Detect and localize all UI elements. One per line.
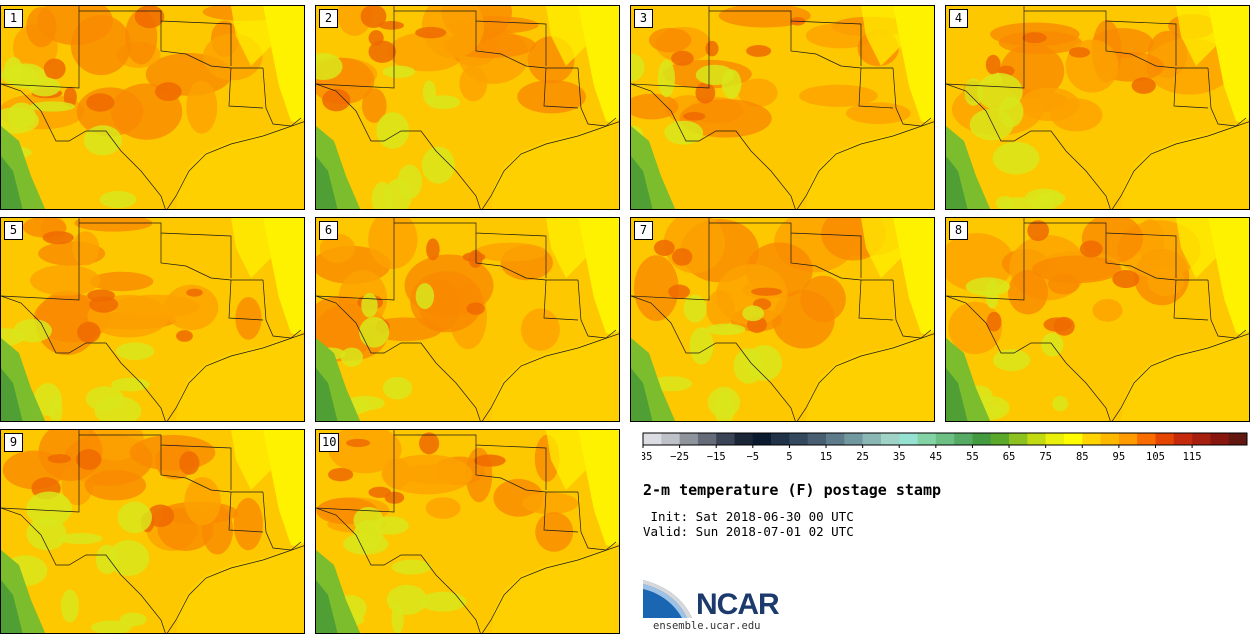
colorbar-bin bbox=[771, 433, 790, 445]
colorbar-tick-label: 45 bbox=[930, 451, 943, 463]
temperature-map-panel: 1 bbox=[0, 5, 305, 210]
colorbar-bin bbox=[1228, 433, 1248, 445]
colorbar-tick-label: 65 bbox=[1003, 451, 1016, 463]
temperature-map-panel: 5 bbox=[0, 217, 305, 422]
colorbar-bin bbox=[954, 433, 973, 445]
colorbar-bin bbox=[1192, 433, 1211, 445]
temperature-map-panel: 10 bbox=[315, 429, 620, 634]
colorbar-bin bbox=[899, 433, 918, 445]
colorbar-bin bbox=[661, 433, 680, 445]
colorbar-tick-label: 85 bbox=[1076, 451, 1089, 463]
valid-time: Valid: Sun 2018-07-01 02 UTC bbox=[643, 524, 854, 539]
init-time: Init: Sat 2018-06-30 00 UTC bbox=[643, 509, 854, 524]
colorbar-bin bbox=[1009, 433, 1028, 445]
colorbar-bin bbox=[643, 433, 662, 445]
colorbar-bin bbox=[1155, 433, 1175, 445]
colorbar-tick-label: 5 bbox=[786, 451, 792, 463]
logo-url: ensemble.ucar.edu bbox=[653, 620, 761, 632]
temperature-map-panel: 2 bbox=[315, 5, 620, 210]
colorbar-tick-label: 115 bbox=[1183, 451, 1202, 463]
colorbar-tick-label: −15 bbox=[707, 451, 726, 463]
colorbar-bin bbox=[697, 433, 717, 445]
member-number-label: 3 bbox=[634, 9, 653, 28]
colorbar-bin bbox=[1027, 433, 1046, 445]
colorbar-bin bbox=[935, 433, 955, 445]
colorbar-bin bbox=[972, 433, 992, 445]
colorbar-tick-label: 35 bbox=[893, 451, 906, 463]
colorbar-bin bbox=[826, 433, 845, 445]
figure-title: 2-m temperature (F) postage stamp bbox=[643, 481, 942, 499]
colorbar-bin bbox=[789, 433, 809, 445]
colorbar-tick-label: −35 bbox=[642, 451, 652, 463]
colorbar-bin bbox=[1063, 433, 1083, 445]
colorbar-bin bbox=[752, 433, 772, 445]
member-number-label: 1 bbox=[4, 9, 23, 28]
member-number-label: 8 bbox=[949, 221, 968, 240]
colorbar-tick-label: 75 bbox=[1039, 451, 1052, 463]
colorbar-bin bbox=[844, 433, 863, 445]
temperature-map-panel: 9 bbox=[0, 429, 305, 634]
colorbar-bin bbox=[880, 433, 900, 445]
colorbar-tick-label: 95 bbox=[1113, 451, 1126, 463]
temperature-map-panel: 7 bbox=[630, 217, 935, 422]
colorbar-outline bbox=[642, 432, 1248, 446]
colorbar-tick-label: 25 bbox=[856, 451, 869, 463]
colorbar-bin bbox=[917, 433, 937, 445]
temperature-map-panel: 3 bbox=[630, 5, 935, 210]
colorbar-bin bbox=[716, 433, 735, 445]
member-number-label: 5 bbox=[4, 221, 23, 240]
colorbar-bin bbox=[1173, 433, 1193, 445]
colorbar-tick-label: −25 bbox=[670, 451, 689, 463]
temperature-map-panel: 6 bbox=[315, 217, 620, 422]
colorbar-tick-label: 15 bbox=[820, 451, 833, 463]
member-number-label: 10 bbox=[319, 433, 340, 452]
colorbar-bin bbox=[1210, 433, 1229, 445]
ncar-logo-icon bbox=[643, 580, 692, 618]
colorbar-tick-label: −5 bbox=[746, 451, 759, 463]
colorbar-bin bbox=[1118, 433, 1138, 445]
member-number-label: 9 bbox=[4, 433, 23, 452]
colorbar-bin bbox=[1045, 433, 1065, 445]
logo-wordmark: NCAR bbox=[696, 588, 780, 621]
colorbar-bin bbox=[807, 433, 827, 445]
member-number-label: 2 bbox=[319, 9, 338, 28]
colorbar-bin bbox=[1082, 433, 1101, 445]
temperature-map-panel: 8 bbox=[945, 217, 1250, 422]
colorbar-tick-label: 55 bbox=[966, 451, 979, 463]
colorbar-bin bbox=[734, 433, 754, 445]
member-number-label: 6 bbox=[319, 221, 338, 240]
temperature-colorbar: −35 −25 −15 −5 5 15 25 35 45 55 65 75 85 95 105 115 bbox=[642, 432, 1248, 463]
colorbar-bin bbox=[990, 433, 1010, 445]
colorbar-bin bbox=[679, 433, 699, 445]
temperature-map-panel: 4 bbox=[945, 5, 1250, 210]
colorbar-bin bbox=[1137, 433, 1156, 445]
member-number-label: 4 bbox=[949, 9, 968, 28]
colorbar-bin bbox=[862, 433, 882, 445]
member-number-label: 7 bbox=[634, 221, 653, 240]
colorbar-tick-label: 105 bbox=[1146, 451, 1165, 463]
colorbar-bin bbox=[1100, 433, 1120, 445]
